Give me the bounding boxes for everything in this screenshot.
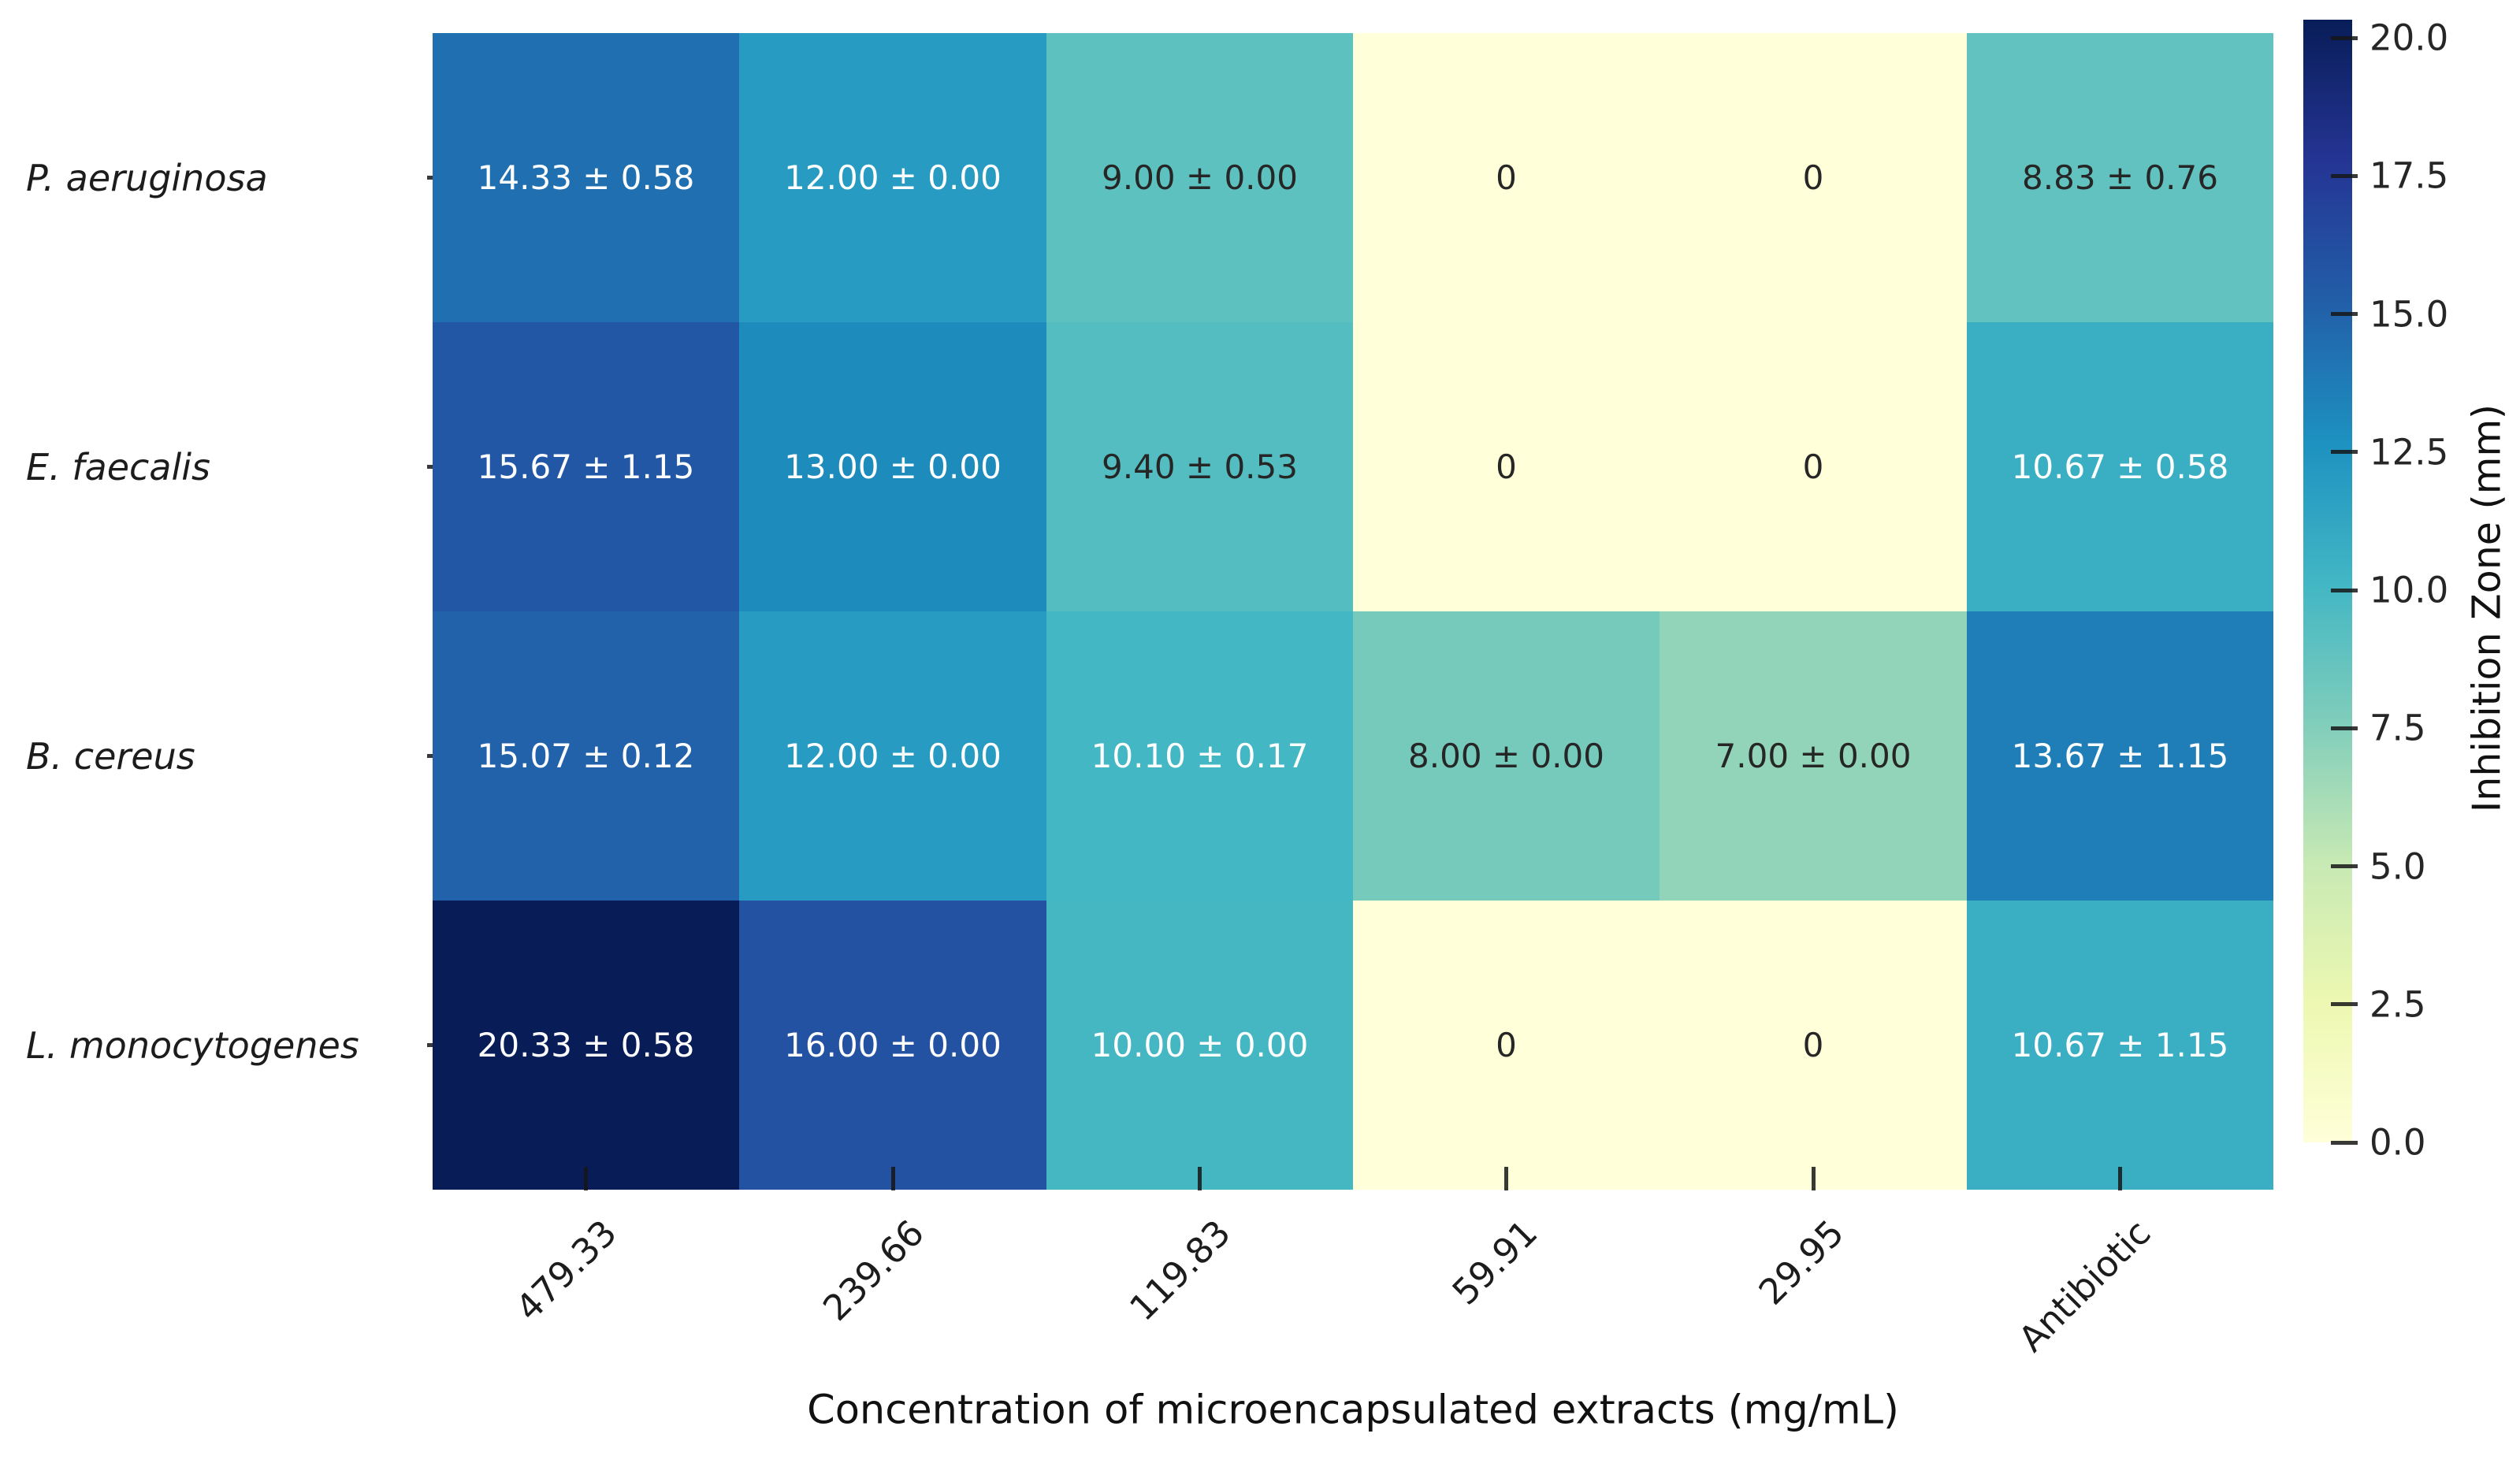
- heatmap-cell-r2c1: 12.00 ± 0.00: [739, 611, 1046, 901]
- colorbar-tick-mark: [2331, 173, 2358, 178]
- row-label-l-monocytogenes: L. monocytogenes: [26, 1023, 359, 1067]
- heatmap-cell-r1c4: 0: [1660, 322, 1967, 611]
- x-tick-label-59-91: 59.91: [1444, 1212, 1546, 1313]
- x-tick-label-29-95: 29.95: [1750, 1212, 1853, 1313]
- colorbar-tick-mark: [2331, 312, 2358, 317]
- x-tick-label-119-83: 119.83: [1121, 1212, 1239, 1329]
- heatmap-cell-r3c2: 10.00 ± 0.00: [1046, 901, 1353, 1190]
- x-axis-title: Concentration of microencapsulated extra…: [807, 1387, 1899, 1434]
- colorbar-tick-label-0.0: 0.0: [2369, 1121, 2426, 1164]
- colorbar-tick-mark: [2331, 588, 2358, 592]
- colorbar-tick-label-2.5: 2.5: [2369, 983, 2426, 1026]
- colorbar-tick-mark: [2331, 726, 2358, 730]
- heatmap-cell-r0c2: 9.00 ± 0.00: [1046, 33, 1353, 322]
- heatmap-cell-r0c1: 12.00 ± 0.00: [739, 33, 1046, 322]
- x-tick-mark: [584, 1167, 589, 1190]
- x-tick-label-479-33: 479.33: [507, 1212, 626, 1329]
- row-label-b-cereus: B. cereus: [26, 734, 195, 778]
- colorbar-tick-mark: [2331, 1002, 2358, 1007]
- heatmap-cell-r1c2: 9.40 ± 0.53: [1046, 322, 1353, 611]
- colorbar-tick-mark: [2331, 35, 2358, 40]
- heatmap-cell-r0c3: 0: [1353, 33, 1660, 322]
- heatmap-cell-r2c5: 13.67 ± 1.15: [1967, 611, 2273, 901]
- heatmap-cell-r1c0: 15.67 ± 1.15: [433, 322, 739, 611]
- heatmap-cell-r1c3: 0: [1353, 322, 1660, 611]
- heatmap-cell-r3c4: 0: [1660, 901, 1967, 1190]
- heatmap-cell-r2c3: 8.00 ± 0.00: [1353, 611, 1660, 901]
- colorbar-tick-label-10.0: 10.0: [2369, 569, 2449, 611]
- x-tick-label-239-66: 239.66: [814, 1212, 932, 1329]
- heatmap-cell-r3c1: 16.00 ± 0.00: [739, 901, 1046, 1190]
- x-tick-mark: [890, 1167, 895, 1190]
- heatmap-cell-r1c5: 10.67 ± 0.58: [1967, 322, 2273, 611]
- colorbar-tick-mark: [2331, 450, 2358, 455]
- row-label-e-faecalis: E. faecalis: [26, 445, 210, 488]
- colorbar-tick-label-7.5: 7.5: [2369, 707, 2426, 749]
- heatmap-cell-r3c0: 20.33 ± 0.58: [433, 901, 739, 1190]
- heatmap-cell-r0c0: 14.33 ± 0.58: [433, 33, 739, 322]
- heatmap-cell-r2c2: 10.10 ± 0.17: [1046, 611, 1353, 901]
- colorbar-tick-mark: [2331, 864, 2358, 869]
- heatmap-cell-r3c3: 0: [1353, 901, 1660, 1190]
- x-tick-mark: [1197, 1167, 1202, 1190]
- colorbar-tick-label-15.0: 15.0: [2369, 293, 2449, 336]
- row-label-p-aeruginosa: P. aeruginosa: [26, 156, 268, 199]
- x-tick-label-antibiotic: Antibiotic: [2010, 1212, 2159, 1361]
- colorbar-tick-label-17.5: 17.5: [2369, 154, 2449, 197]
- x-tick-mark: [2117, 1167, 2122, 1190]
- heatmap-cell-r1c1: 13.00 ± 0.00: [739, 322, 1046, 611]
- x-tick-mark: [1811, 1167, 1816, 1190]
- heatmap-cell-r2c4: 7.00 ± 0.00: [1660, 611, 1967, 901]
- heatmap-cell-r2c0: 15.07 ± 0.12: [433, 611, 739, 901]
- colorbar-title: Inhibition Zone (mm): [2464, 403, 2510, 813]
- colorbar-tick-mark: [2331, 1140, 2358, 1145]
- heatmap-cell-r3c5: 10.67 ± 1.15: [1967, 901, 2273, 1190]
- colorbar-tick-label-12.5: 12.5: [2369, 431, 2449, 474]
- x-tick-mark: [1504, 1167, 1509, 1190]
- colorbar-tick-label-5.0: 5.0: [2369, 845, 2426, 888]
- heatmap-cell-r0c5: 8.83 ± 0.76: [1967, 33, 2273, 322]
- colorbar-gradient: [2303, 20, 2352, 1142]
- colorbar-tick-label-20.0: 20.0: [2369, 17, 2449, 59]
- heatmap-cell-r0c4: 0: [1660, 33, 1967, 322]
